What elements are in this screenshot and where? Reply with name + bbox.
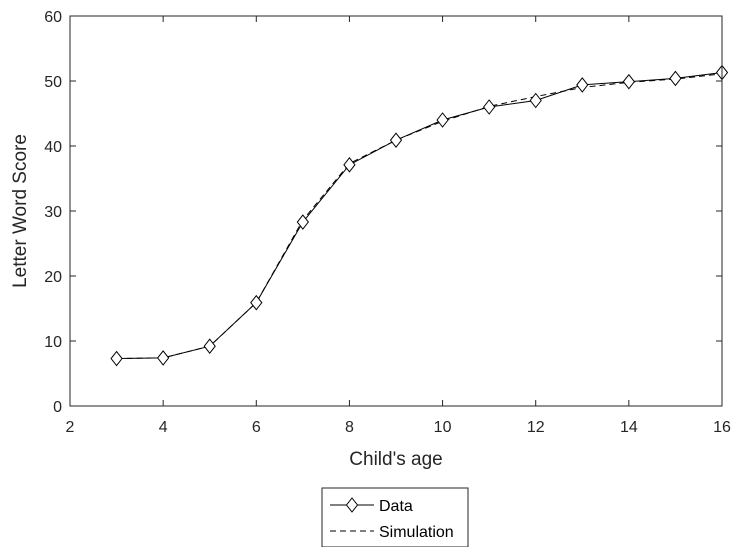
data-point-marker: [436, 112, 449, 128]
x-tick-label: 14: [620, 419, 638, 436]
x-tick-label: 2: [66, 419, 75, 436]
data-point-marker: [669, 70, 682, 87]
legend-data-marker: [345, 497, 359, 513]
legend-label-simulation: Simulation: [379, 524, 454, 541]
legend-box: [321, 487, 469, 547]
data-point-marker: [483, 99, 496, 115]
data-point-marker: [250, 294, 263, 311]
legend: Data Simulation: [321, 487, 469, 547]
legend-label-data: Data: [379, 498, 413, 515]
x-tick-label: 8: [345, 419, 354, 436]
data-point-marker: [622, 73, 635, 90]
plot-area-frame: [69, 15, 723, 407]
x-tick-label: 16: [713, 419, 731, 436]
data-point-marker: [157, 350, 170, 366]
data-point-marker: [529, 92, 542, 109]
y-tick-label: 60: [44, 9, 62, 26]
x-tick-label: 12: [527, 419, 545, 436]
data-point-marker: [110, 350, 123, 367]
y-tick-label: 50: [44, 74, 62, 91]
data-point-marker: [296, 214, 309, 230]
data-point-marker: [343, 157, 356, 173]
data-point-marker: [389, 132, 403, 148]
x-tick-label: 6: [252, 419, 261, 436]
y-tick-label: 0: [53, 399, 62, 416]
plot-lines: [110, 64, 729, 367]
series-data-line: [116, 72, 723, 360]
y-axis-label: Letter Word Score: [10, 134, 31, 288]
data-point-marker: [203, 338, 216, 355]
x-tick-label: 4: [159, 419, 168, 436]
x-tick-label: 10: [434, 419, 452, 436]
y-tick-label: 10: [44, 334, 62, 351]
y-tick-label: 20: [44, 269, 62, 286]
data-point-marker: [576, 77, 589, 93]
series-simulation-line: [116, 73, 723, 360]
x-axis-label: Child's age: [349, 449, 442, 470]
y-tick-label: 40: [44, 139, 62, 156]
y-axis-ticks: 0 10 20 30 40 50 60: [44, 9, 722, 416]
y-tick-label: 30: [44, 204, 62, 221]
